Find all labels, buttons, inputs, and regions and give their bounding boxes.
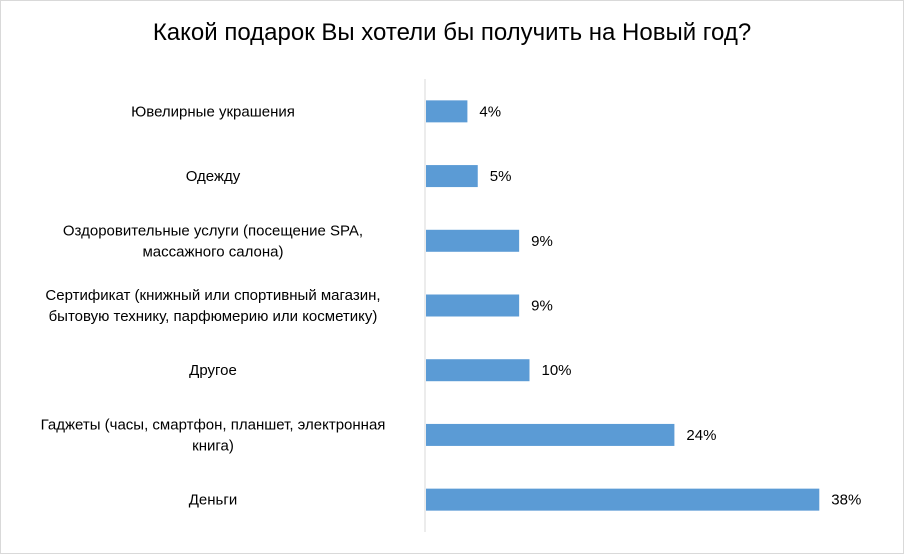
- bar: [426, 423, 675, 446]
- category-label: Гаджеты (часы, смартфон, планшет, электр…: [41, 416, 386, 454]
- category-label: Одежду: [186, 168, 241, 185]
- category-label-line: бытовую технику, парфюмерию или косметик…: [49, 308, 378, 325]
- category-label-line: Деньги: [189, 492, 237, 509]
- data-label: 9%: [531, 298, 553, 315]
- category-label-line: Оздоровительные услуги (посещение SPA,: [63, 222, 363, 239]
- category-label: Оздоровительные услуги (посещение SPA, ма…: [63, 222, 363, 260]
- data-label: 5%: [490, 168, 512, 185]
- chart-title: Какой подарок Вы хотели бы получить на Н…: [152, 19, 752, 46]
- data-label: 10%: [542, 362, 572, 379]
- bar: [426, 229, 520, 252]
- category-label-line: Одежду: [186, 168, 241, 185]
- data-label: 4%: [479, 103, 501, 120]
- bar: [426, 165, 478, 188]
- category-label-line: массажного салона): [142, 243, 283, 260]
- category-label-line: Сертификат (книжный или спортивный магаз…: [45, 287, 380, 304]
- bar: [426, 100, 468, 123]
- category-label: Сертификат (книжный или спортивный магаз…: [45, 287, 380, 325]
- category-label-line: Ювелирные украшения: [131, 103, 295, 120]
- bar: [426, 359, 530, 382]
- category-label: Другое: [189, 362, 237, 379]
- category-label-line: Гаджеты (часы, смартфон, планшет, электр…: [41, 416, 386, 433]
- category-label-line: Другое: [189, 362, 237, 379]
- category-label: Ювелирные украшения: [131, 103, 295, 120]
- data-label: 38%: [831, 492, 861, 509]
- data-label: 24%: [686, 427, 716, 444]
- bar: [426, 488, 820, 511]
- bar: [426, 294, 520, 317]
- category-label-line: книга): [192, 437, 234, 454]
- category-label: Деньги: [189, 492, 237, 509]
- data-label: 9%: [531, 233, 553, 250]
